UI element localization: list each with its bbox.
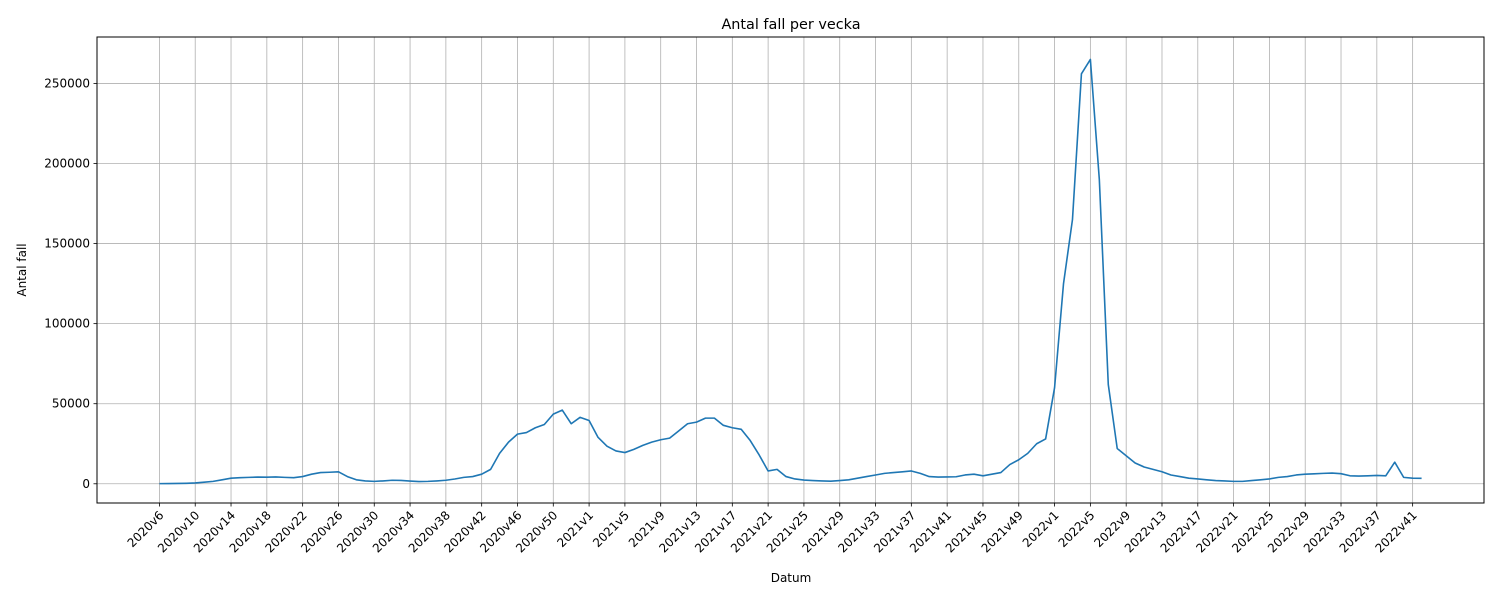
y-axis-label: Antal fall [15,243,29,296]
x-axis: 2020v62020v102020v142020v182020v222020v2… [125,503,1420,556]
x-tick-label: 2021v5 [590,508,632,550]
x-tick-label: 2022v5 [1056,508,1098,550]
x-tick-label: 2022v1 [1020,508,1062,550]
x-axis-label: Datum [771,571,812,585]
plot-frame [96,36,1485,504]
x-tick-label: 2021v1 [554,508,596,550]
y-tick-label: 100000 [44,317,90,331]
y-tick-label: 250000 [44,76,90,90]
y-tick-label: 50000 [52,397,90,411]
y-tick-label: 200000 [44,157,90,171]
gridlines [97,37,1484,503]
chart-title: Antal fall per vecka [721,17,860,33]
series-line [159,58,1422,485]
y-tick-label: 0 [82,477,90,491]
y-axis: 0 50000 100000 150000 200000 250000 [44,76,97,491]
y-tick-label: 150000 [44,237,90,251]
